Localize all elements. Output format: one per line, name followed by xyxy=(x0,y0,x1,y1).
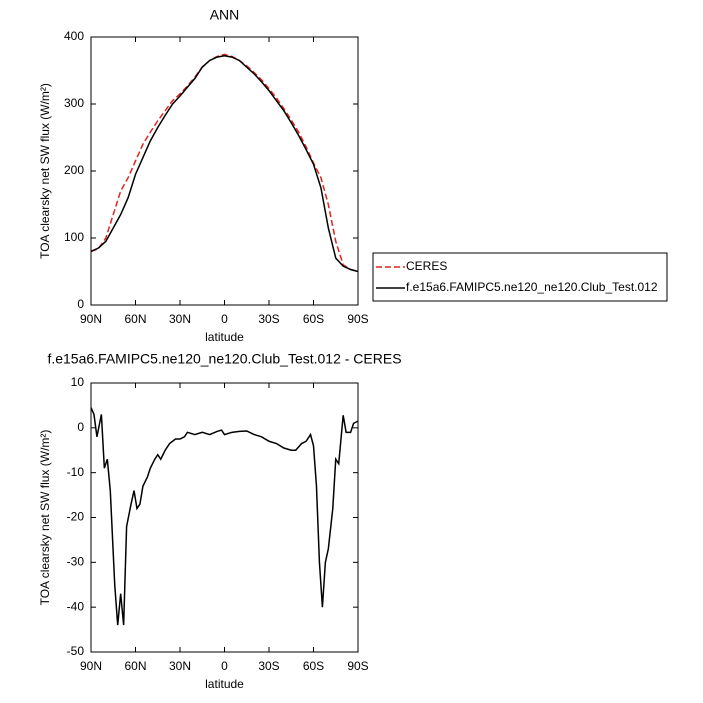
y-axis-label: TOA clearsky net SW flux (W/m²) xyxy=(38,83,52,259)
y-tick-label: -50 xyxy=(67,644,85,658)
legend-box xyxy=(372,252,668,302)
y-tick-label: 100 xyxy=(64,230,84,244)
y-tick-label: 0 xyxy=(77,420,84,434)
x-axis-label: latitude xyxy=(205,330,244,344)
x-tick-label: 90N xyxy=(80,312,102,326)
x-tick-label: 30N xyxy=(169,659,191,673)
x-tick-label: 30N xyxy=(169,312,191,326)
legend-label: f.e15a6.FAMIPC5.ne120_ne120.Club_Test.01… xyxy=(406,280,658,294)
x-axis-label: latitude xyxy=(205,677,244,691)
y-axis-label: TOA clearsky net SW flux (W/m²) xyxy=(38,430,52,606)
x-tick-label: 90N xyxy=(80,659,102,673)
x-tick-label: 30S xyxy=(258,659,279,673)
series-line xyxy=(90,407,359,626)
y-tick-label: -40 xyxy=(67,599,85,613)
chart-title: f.e15a6.FAMIPC5.ne120_ne120.Club_Test.01… xyxy=(47,351,401,367)
y-tick-label: -10 xyxy=(67,465,85,479)
x-tick-label: 90S xyxy=(347,659,368,673)
x-tick-label: 30S xyxy=(258,312,279,326)
y-tick-label: 400 xyxy=(64,29,84,43)
y-tick-label: 200 xyxy=(64,163,84,177)
series-line xyxy=(90,54,359,273)
y-tick-label: -30 xyxy=(67,555,85,569)
x-tick-label: 60S xyxy=(303,659,324,673)
x-tick-label: 0 xyxy=(221,312,228,326)
x-tick-label: 60N xyxy=(124,659,146,673)
y-tick-label: 0 xyxy=(77,297,84,311)
legend-label: CERES xyxy=(406,259,447,273)
x-tick-label: 90S xyxy=(347,312,368,326)
series-line xyxy=(90,53,359,273)
x-tick-label: 60S xyxy=(303,312,324,326)
y-tick-label: 300 xyxy=(64,96,84,110)
y-tick-label: -20 xyxy=(67,510,85,524)
chart-title: ANN xyxy=(210,7,240,23)
x-tick-label: 0 xyxy=(221,659,228,673)
x-tick-label: 60N xyxy=(124,312,146,326)
y-tick-label: 10 xyxy=(71,375,85,389)
